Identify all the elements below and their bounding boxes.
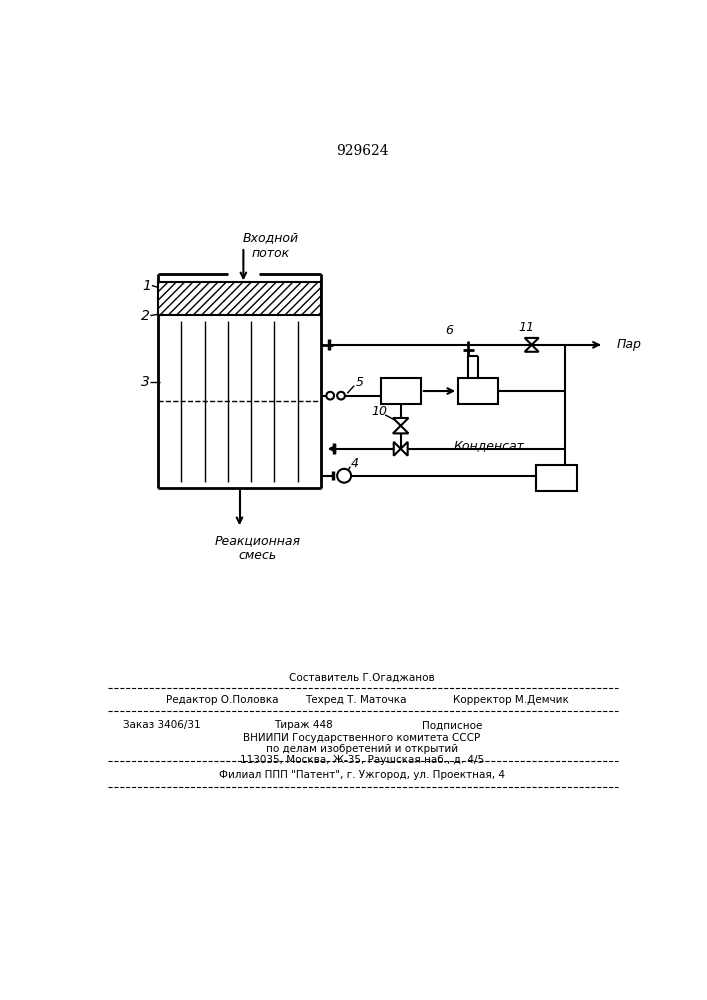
Text: 6: 6: [445, 324, 452, 337]
Text: 8: 8: [552, 471, 561, 485]
Text: Техред Т. Маточка: Техред Т. Маточка: [305, 695, 407, 705]
Bar: [458, 378, 498, 404]
Text: 11: 11: [518, 321, 534, 334]
Polygon shape: [394, 442, 401, 456]
Bar: [158, 282, 321, 315]
Text: по делам изобретений и открытий: по делам изобретений и открытий: [266, 744, 458, 754]
Bar: [537, 465, 577, 491]
Text: Входной
поток: Входной поток: [243, 232, 298, 260]
Polygon shape: [393, 418, 409, 426]
Text: 7: 7: [396, 384, 405, 398]
Text: 3: 3: [141, 375, 149, 389]
Text: Корректор М.Демчик: Корректор М.Демчик: [452, 695, 568, 705]
Text: Пар: Пар: [617, 338, 642, 351]
Text: Подписное: Подписное: [421, 720, 482, 730]
Text: Реакционная
смесь: Реакционная смесь: [214, 534, 300, 562]
Circle shape: [337, 469, 351, 483]
Text: 9: 9: [474, 384, 483, 398]
Polygon shape: [393, 426, 409, 433]
Text: 1: 1: [142, 279, 151, 293]
Text: Филиал ППП "Патент", г. Ужгород, ул. Проектная, 4: Филиал ППП "Патент", г. Ужгород, ул. Про…: [219, 770, 505, 780]
Text: 113035, Москва, Ж-35, Раушская наб., д. 4/5: 113035, Москва, Ж-35, Раушская наб., д. …: [240, 755, 484, 765]
Text: Составитель Г.Огаджанов: Составитель Г.Огаджанов: [289, 672, 435, 682]
Text: 5: 5: [356, 376, 363, 389]
Bar: [380, 378, 421, 404]
Text: Редактор О.Половка: Редактор О.Половка: [166, 695, 279, 705]
Text: ВНИИПИ Государственного комитета СССР: ВНИИПИ Государственного комитета СССР: [243, 733, 481, 743]
Polygon shape: [525, 345, 539, 352]
Polygon shape: [525, 338, 539, 345]
Text: 4: 4: [351, 457, 359, 470]
Text: 10: 10: [371, 405, 387, 418]
Text: Заказ 3406/31: Заказ 3406/31: [123, 720, 201, 730]
Text: 929624: 929624: [337, 144, 389, 158]
Circle shape: [337, 392, 345, 400]
Text: Конденсат: Конденсат: [453, 439, 525, 452]
Text: 2: 2: [141, 309, 149, 323]
Text: Тираж 448: Тираж 448: [274, 720, 333, 730]
Circle shape: [327, 392, 334, 400]
Polygon shape: [401, 442, 408, 456]
